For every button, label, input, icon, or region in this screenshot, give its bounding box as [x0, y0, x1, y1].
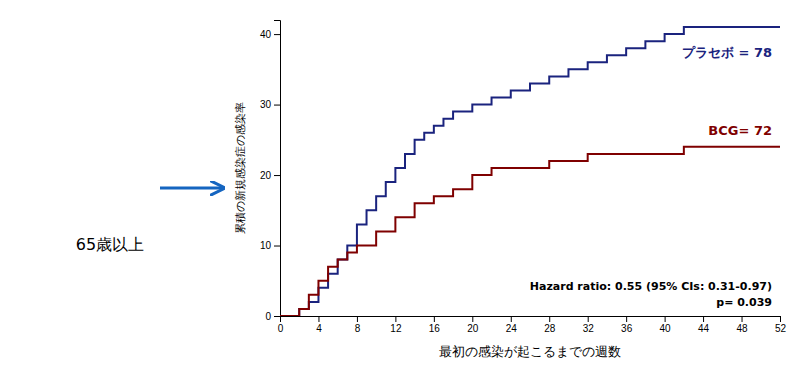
series-label: プラセボ = 78 [682, 45, 772, 60]
x-tick-mark [703, 316, 704, 322]
y-tick-label: 20 [260, 170, 272, 181]
x-tick-label: 12 [390, 323, 402, 334]
x-tick-mark [357, 316, 358, 322]
y-tick-mark [274, 175, 280, 176]
y-tick-mark [274, 105, 280, 106]
y-axis: 0 10 20 30 40 [260, 21, 281, 322]
x-tick-mark [511, 316, 512, 322]
x-axis-line [281, 317, 781, 323]
y-tick-label: 30 [260, 99, 272, 110]
y-tick: 10 [260, 240, 280, 251]
x-tick: 40 [660, 316, 672, 334]
series-line [280, 147, 780, 316]
x-tick-label: 8 [355, 323, 361, 334]
x-tick: 28 [544, 316, 556, 334]
series-line [280, 27, 780, 316]
x-tick: 20 [467, 316, 479, 334]
x-tick-mark [434, 316, 435, 322]
chart: 65歳以上0481216202428323640444852010203040最… [0, 0, 800, 376]
y-tick-mark [274, 34, 280, 35]
y-tick: 40 [260, 29, 280, 40]
x-tick-label: 4 [316, 323, 322, 334]
y-tick: 20 [260, 170, 280, 181]
y-tick: 30 [260, 99, 280, 110]
y-tick-mark [274, 246, 280, 247]
y-tick: 0 [265, 311, 280, 322]
x-tick: 24 [506, 316, 518, 334]
x-tick-mark [549, 316, 550, 322]
plot-lines [280, 27, 780, 316]
annotation: 65歳以上 [76, 235, 144, 254]
y-tick-label: 10 [260, 240, 272, 251]
x-tick-mark [318, 316, 319, 322]
x-tick: 52 [775, 316, 787, 334]
x-tick: 44 [698, 316, 710, 334]
series-label: BCG= 72 [708, 123, 772, 138]
x-tick-label: 40 [660, 323, 672, 334]
x-tick-label: 32 [583, 323, 595, 334]
x-tick: 32 [583, 316, 595, 334]
x-tick-mark [742, 316, 743, 322]
x-tick-label: 52 [775, 323, 787, 334]
y-tick-label: 0 [265, 311, 271, 322]
y-axis-line [274, 21, 281, 317]
x-tick-label: 48 [736, 323, 748, 334]
x-axis-title: 最初の感染が起こるまでの週数 [439, 344, 621, 359]
x-tick: 36 [621, 316, 633, 334]
x-tick: 0 [278, 316, 284, 334]
x-tick-mark [780, 316, 781, 322]
x-tick: 4 [316, 316, 322, 334]
x-tick-mark [472, 316, 473, 322]
series-labels: プラセボ = 78 BCG= 72 [682, 45, 772, 138]
y-tick-label: 40 [260, 29, 272, 40]
annotation: p= 0.039 [716, 296, 772, 309]
x-axis: 0481216202428323640444852 [278, 316, 787, 334]
x-tick: 8 [355, 316, 361, 334]
x-tick-label: 28 [544, 323, 556, 334]
x-tick-mark [588, 316, 589, 322]
x-tick-label: 16 [429, 323, 441, 334]
x-tick: 12 [390, 316, 402, 334]
x-tick-mark [626, 316, 627, 322]
x-tick-label: 24 [506, 323, 518, 334]
arrow [160, 187, 222, 190]
x-tick-label: 44 [698, 323, 710, 334]
x-tick-mark [395, 316, 396, 322]
x-tick: 16 [429, 316, 441, 334]
x-tick-label: 36 [621, 323, 633, 334]
x-tick: 48 [736, 316, 748, 334]
x-tick-mark [665, 316, 666, 322]
y-tick-mark [274, 316, 280, 317]
x-tick-label: 20 [467, 323, 479, 334]
y-axis-title: 累積の新規感染症の感染率 [234, 102, 247, 234]
x-tick-label: 0 [278, 323, 284, 334]
annotation: Hazard ratio: 0.55 (95% CIs: 0.31-0.97) [530, 280, 772, 293]
